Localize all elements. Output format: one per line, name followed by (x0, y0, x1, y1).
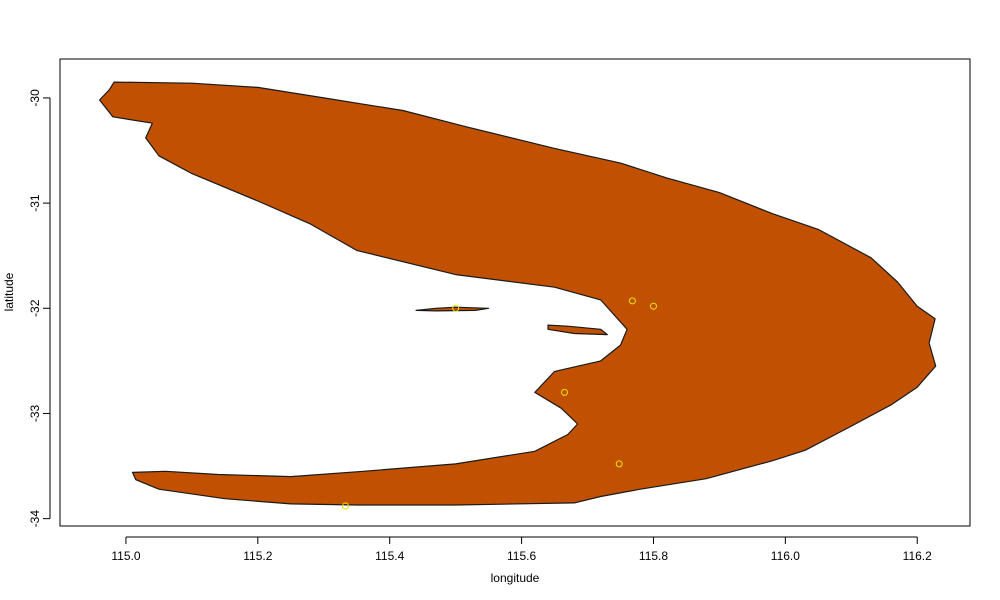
island-polygon-2 (547, 324, 608, 336)
y-tick-label-3: -32 (28, 299, 42, 317)
x-tick-label-5: 115.8 (639, 549, 668, 563)
y-tick-label-2: -31 (28, 194, 42, 212)
land-layer (98, 81, 937, 506)
x-tick-label-7: 116.2 (903, 549, 932, 563)
x-tick-label-6: 116.0 (771, 549, 800, 563)
data-point-4 (561, 388, 568, 396)
x-axis-label: longitude (491, 571, 540, 585)
land-polygon (98, 81, 937, 506)
data-point-2 (650, 302, 657, 310)
y-tick-label-4: -33 (28, 404, 42, 422)
points-layer (342, 297, 657, 510)
x-tick-label-2: 115.2 (243, 549, 272, 563)
y-axis-label: latitude (2, 272, 16, 311)
x-tick-label-1: 115.0 (111, 549, 140, 563)
x-tick-label-4: 115.6 (507, 549, 536, 563)
y-axis: -30 -31 -32 -33 -34 (28, 89, 51, 528)
y-tick-label-5: -34 (28, 510, 42, 528)
y-tick-label-1: -30 (28, 89, 42, 107)
data-point-6 (342, 502, 349, 510)
data-point-3 (452, 304, 460, 312)
x-tick-label-3: 115.4 (375, 549, 404, 563)
plot-frame (59, 58, 971, 527)
data-point-1 (628, 297, 636, 305)
x-axis: 115.0 115.2 115.4 115.6 115.8 116.0 116.2 (111, 536, 932, 563)
data-point-5 (615, 460, 623, 468)
